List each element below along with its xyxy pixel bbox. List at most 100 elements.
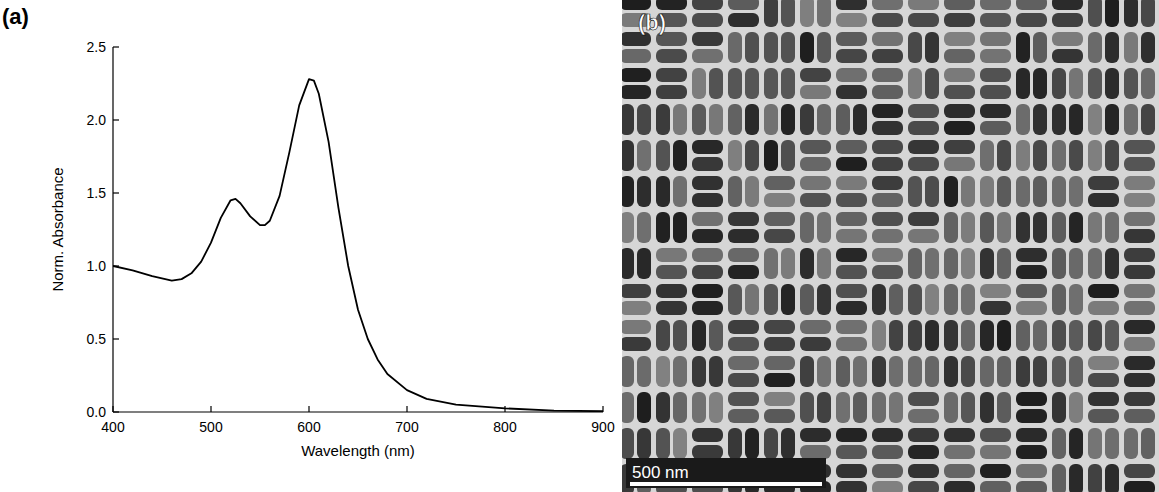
nanorod xyxy=(961,284,975,315)
nanorod xyxy=(622,85,651,99)
y-tick xyxy=(113,119,119,120)
nanorod xyxy=(656,265,687,279)
nanorod xyxy=(944,121,975,135)
panel-label: (b) xyxy=(638,10,666,35)
nanorod xyxy=(944,284,958,315)
nanorod xyxy=(800,428,831,442)
nanorod xyxy=(925,32,939,63)
nanorod xyxy=(944,176,958,207)
x-tick xyxy=(308,406,309,412)
nanorod xyxy=(836,265,867,279)
nanorod xyxy=(836,49,867,63)
nanorod xyxy=(692,49,723,63)
nanorod xyxy=(800,32,814,63)
y-tick-label: 0.5 xyxy=(87,331,107,347)
nanorod xyxy=(800,176,831,190)
x-tick-label: 900 xyxy=(591,419,615,435)
nanorod xyxy=(1088,104,1102,135)
x-tick xyxy=(406,406,407,412)
nanorod xyxy=(800,445,831,459)
nanorod xyxy=(709,392,723,423)
nanorod xyxy=(944,320,958,351)
nanorod xyxy=(692,193,723,207)
x-tick xyxy=(210,406,211,412)
nanorod xyxy=(1052,428,1066,459)
nanorod xyxy=(1124,428,1138,459)
nanorod xyxy=(1052,104,1066,135)
nanorod xyxy=(764,32,778,63)
nanorod xyxy=(1016,481,1047,492)
nanorod xyxy=(1016,68,1030,99)
nanorod xyxy=(872,32,903,46)
x-tick-label: 400 xyxy=(101,419,125,435)
x-axis-title: Wavelength (nm) xyxy=(301,442,415,459)
nanorod xyxy=(997,356,1011,387)
nanorod xyxy=(1016,392,1047,406)
nanorod xyxy=(728,373,759,387)
nanorod xyxy=(980,0,1011,10)
nanorod xyxy=(622,140,634,171)
nanorod xyxy=(1069,104,1083,135)
y-tick-label: 1.5 xyxy=(87,185,107,201)
nanorod xyxy=(764,140,778,171)
nanorod xyxy=(872,392,886,423)
nanorod xyxy=(656,356,670,387)
nanorod xyxy=(673,176,687,207)
nanorod xyxy=(961,248,975,279)
nanorod xyxy=(1069,176,1083,207)
nanorod xyxy=(728,0,759,10)
nanorod xyxy=(656,301,687,315)
nanorod xyxy=(817,212,831,243)
nanorod xyxy=(656,85,687,99)
nanorod xyxy=(1124,265,1155,279)
nanorod xyxy=(908,320,922,351)
nanorod xyxy=(728,104,742,135)
nanorod xyxy=(692,301,723,315)
nanorod xyxy=(836,68,867,82)
nanorod xyxy=(817,284,831,315)
nanorod xyxy=(1052,140,1066,171)
nanorod xyxy=(764,193,795,207)
nanorod xyxy=(944,356,958,387)
nanorod xyxy=(622,212,634,243)
nanorod xyxy=(997,176,1011,207)
nanorod xyxy=(622,301,651,315)
nanorod xyxy=(800,392,814,423)
micrograph xyxy=(622,0,1159,492)
nanorod xyxy=(800,212,814,243)
nanorod xyxy=(980,428,1011,442)
nanorod xyxy=(980,121,1011,135)
nanorod xyxy=(709,104,723,135)
nanorod xyxy=(872,481,903,492)
nanorod xyxy=(622,320,651,334)
nanorod xyxy=(1124,68,1138,99)
nanorod xyxy=(1124,176,1155,190)
nanorod xyxy=(908,445,939,459)
nanorod xyxy=(997,248,1011,279)
nanorod xyxy=(836,301,867,315)
nanorod xyxy=(1088,356,1119,370)
nanorod xyxy=(997,392,1011,423)
nanorod xyxy=(1088,301,1119,315)
nanorod xyxy=(1088,373,1119,387)
y-axis-title: Norm. Absorbance xyxy=(49,167,66,291)
nanorod xyxy=(908,356,922,387)
nanorod xyxy=(692,320,706,351)
nanorod xyxy=(908,68,922,99)
nanorod xyxy=(692,392,706,423)
nanorod xyxy=(1016,176,1030,207)
nanorod xyxy=(764,284,778,315)
nanorod xyxy=(944,85,975,99)
nanorod xyxy=(622,284,651,298)
nanorod xyxy=(1088,284,1119,298)
nanorod xyxy=(1016,428,1047,442)
nanorod xyxy=(961,212,975,243)
nanorod xyxy=(836,0,867,10)
nanorod xyxy=(764,176,795,190)
nanorod xyxy=(872,176,903,190)
nanorod xyxy=(764,0,778,27)
nanorod xyxy=(800,320,831,334)
nanorod xyxy=(872,193,903,207)
nanorod xyxy=(1069,356,1083,387)
nanorod xyxy=(836,464,867,478)
